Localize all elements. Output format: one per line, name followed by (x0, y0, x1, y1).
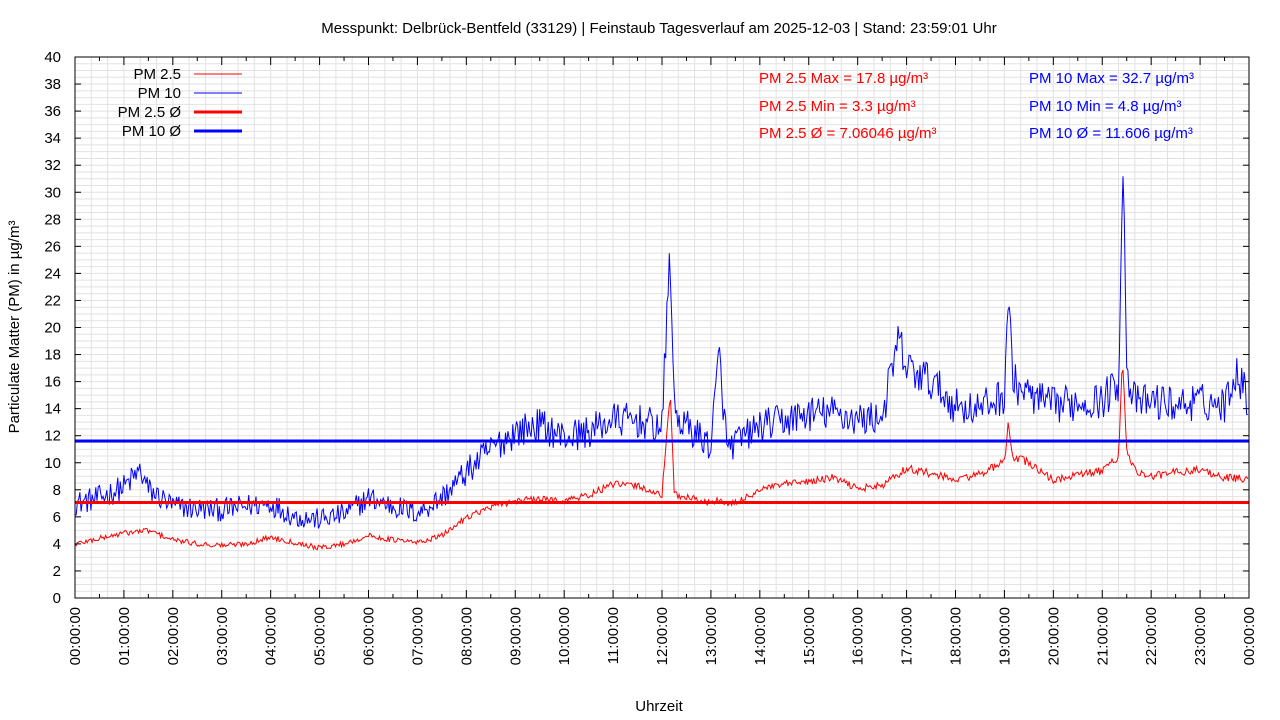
x-tick-label: 00:00:00 (67, 607, 84, 665)
x-tick-label: 12:00:00 (654, 607, 671, 665)
x-tick-label: 21:00:00 (1094, 607, 1111, 665)
legend-label: PM 10 Ø (122, 123, 182, 140)
ticks (74, 56, 1250, 599)
x-tick-label: 04:00:00 (263, 607, 280, 665)
x-tick-label: 16:00:00 (850, 607, 867, 665)
y-tick-label: 16 (44, 374, 61, 391)
pm25-min-label: PM 2.5 Min = 3.3 µg/m³ (759, 98, 916, 115)
legend-label: PM 10 (138, 85, 181, 102)
x-tick-label: 13:00:00 (703, 607, 720, 665)
y-tick-label: 2 (53, 563, 61, 580)
y-tick-label: 14 (44, 401, 61, 418)
x-tick-label: 07:00:00 (409, 607, 426, 665)
average-lines (75, 439, 1249, 505)
stats-pm25: PM 2.5 Max = 17.8 µg/m³ PM 2.5 Min = 3.3… (759, 70, 936, 142)
y-tick-label: 38 (44, 76, 61, 93)
y-tick-label: 12 (44, 428, 61, 445)
x-tick-label: 19:00:00 (996, 607, 1013, 665)
x-tick-label: 15:00:00 (801, 607, 818, 665)
x-tick-label: 05:00:00 (312, 607, 329, 665)
y-tick-label: 28 (44, 211, 61, 228)
x-tick-label: 18:00:00 (948, 607, 965, 665)
series-pm10-line (74, 176, 1248, 529)
x-tick-label: 00:00:00 (1241, 607, 1258, 665)
y-tick-label: 36 (44, 103, 61, 120)
x-tick-label: 02:00:00 (165, 607, 182, 665)
x-tick-label: 06:00:00 (361, 607, 378, 665)
pm10-avg-label: PM 10 Ø = 11.606 µg/m³ (1029, 125, 1193, 142)
y-tick-label: 26 (44, 238, 61, 255)
stats-pm10: PM 10 Max = 32.7 µg/m³ PM 10 Min = 4.8 µ… (1029, 70, 1194, 142)
series-pm25-line (74, 369, 1249, 551)
legend: PM 2.5 PM 10 PM 2.5 Ø PM 10 Ø (118, 66, 242, 140)
x-tick-label: 14:00:00 (752, 607, 769, 665)
x-tick-label: 11:00:00 (605, 607, 622, 664)
pm25-avg-label: PM 2.5 Ø = 7.06046 µg/m³ (759, 125, 936, 142)
legend-label: PM 2.5 Ø (118, 104, 182, 121)
y-tick-label: 18 (44, 347, 61, 364)
series-layer (74, 176, 1249, 551)
y-tick-label: 32 (44, 157, 61, 174)
x-tick-label: 17:00:00 (899, 607, 916, 665)
x-tick-label: 01:00:00 (116, 607, 133, 665)
x-tick-label: 09:00:00 (507, 607, 524, 665)
y-tick-label: 34 (44, 130, 61, 147)
x-tick-label: 10:00:00 (556, 607, 573, 665)
y-tick-label: 20 (44, 320, 61, 337)
x-tick-label: 08:00:00 (458, 607, 475, 665)
y-tick-label: 4 (53, 536, 61, 553)
pm10-max-label: PM 10 Max = 32.7 µg/m³ (1029, 70, 1194, 87)
y-tick-label: 0 (53, 590, 61, 607)
legend-label: PM 2.5 (133, 66, 181, 83)
y-tick-label: 8 (53, 482, 61, 499)
y-tick-label: 22 (44, 292, 61, 309)
x-tick-label: 23:00:00 (1192, 607, 1209, 665)
chart-title: Messpunkt: Delbrück-Bentfeld (33129) | F… (321, 20, 996, 37)
y-axis-label: Particulate Matter (PM) in µg/m³ (6, 221, 23, 434)
x-tick-label: 03:00:00 (214, 607, 231, 665)
pm10-min-label: PM 10 Min = 4.8 µg/m³ (1029, 98, 1181, 115)
pm25-max-label: PM 2.5 Max = 17.8 µg/m³ (759, 70, 928, 87)
x-tick-label: 20:00:00 (1045, 607, 1062, 665)
y-tick-label: 24 (44, 265, 61, 282)
y-tick-label: 10 (44, 455, 61, 472)
y-tick-label: 30 (44, 184, 61, 201)
x-tick-label: 22:00:00 (1143, 607, 1160, 665)
y-tick-label: 40 (44, 49, 61, 66)
x-axis-label: Uhrzeit (635, 698, 683, 715)
x-tick-labels: 00:00:00 01:00:00 02:00:00 03:00:00 04:00:00… (67, 607, 1258, 665)
y-tick-label: 6 (53, 509, 61, 526)
